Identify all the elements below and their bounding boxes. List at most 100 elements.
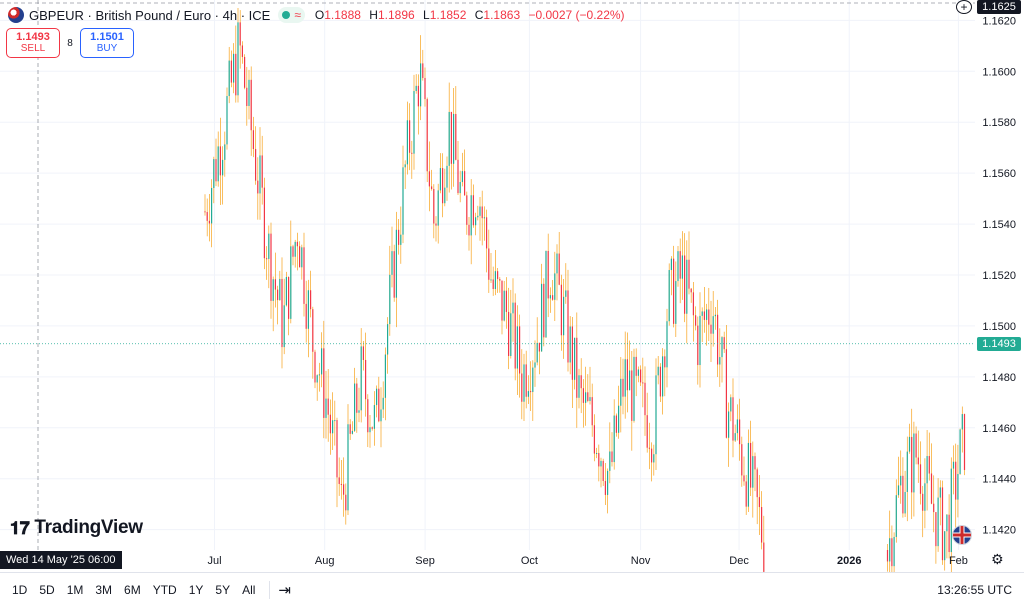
candle-body — [664, 356, 666, 368]
candle-body — [277, 289, 279, 301]
candle-body — [380, 409, 382, 422]
candle-body — [321, 348, 323, 375]
market-status[interactable]: ≈ — [278, 7, 305, 23]
x-tick-label: 2026 — [837, 555, 861, 567]
candle-body — [928, 456, 930, 474]
candle-body — [274, 279, 276, 290]
candle-series — [204, 7, 966, 572]
candle-body — [576, 337, 578, 398]
candle-body — [307, 290, 309, 329]
range-5y[interactable]: 5Y — [215, 583, 231, 597]
candle-body — [963, 414, 966, 470]
candle-body — [514, 302, 516, 369]
candle-body — [437, 190, 439, 226]
candle-body — [719, 357, 721, 365]
candle-body — [915, 433, 917, 458]
crosshair-price-label: 1.1625 — [977, 0, 1021, 14]
candle-body — [294, 241, 296, 257]
tradingview-logo[interactable]: 𝟏𝟕 TradingView — [10, 517, 143, 538]
range-1m[interactable]: 1M — [66, 583, 84, 597]
candle-body — [752, 456, 754, 488]
candle-body — [235, 53, 237, 96]
candle-body — [633, 356, 635, 421]
candle-body — [695, 315, 697, 326]
goto-date-icon[interactable]: ⇥ — [278, 582, 291, 599]
uk-flag-icon[interactable] — [952, 525, 972, 545]
range-1y[interactable]: 1Y — [188, 583, 204, 597]
candle-body — [446, 165, 448, 188]
buy-button[interactable]: 1.1501 BUY — [80, 28, 134, 58]
candle-body — [944, 531, 946, 561]
y-axis-labels: 1.1420 1.1440 1.1460 1.1480 1.1500 1.1520 1.15… — [982, 15, 1016, 536]
candle-body — [409, 120, 411, 153]
candle-body — [642, 382, 644, 384]
candle-body — [750, 442, 752, 488]
candle-body — [736, 419, 738, 434]
candle-body — [248, 79, 250, 106]
candle-body — [593, 425, 595, 454]
candle-body — [543, 283, 545, 338]
candle-body — [653, 454, 655, 463]
candle-body — [554, 273, 556, 300]
candle-body — [378, 388, 380, 422]
price-chart[interactable]: 1.1420 1.1440 1.1460 1.1480 1.1500 1.1520 1.15… — [0, 0, 1024, 572]
candle-body — [389, 274, 391, 325]
candle-body — [935, 512, 937, 547]
candle-body — [499, 278, 501, 281]
candle-body — [523, 364, 525, 402]
candle-body — [950, 468, 952, 553]
candle-body — [895, 495, 897, 537]
x-tick-label: Feb — [949, 555, 968, 567]
range-3m[interactable]: 3M — [95, 583, 113, 597]
candle-body — [356, 383, 358, 413]
candle-body — [717, 314, 719, 365]
candle-body — [613, 415, 615, 463]
candle-body — [547, 250, 549, 299]
candle-body — [503, 290, 505, 321]
candle-body — [349, 424, 351, 434]
candle-body — [563, 296, 565, 336]
candle-body — [481, 206, 483, 219]
crosshair-date-label: Wed 14 May '25 06:00 — [0, 551, 122, 569]
ohlc-values: O1.1888 H1.1896 L1.1852 C1.1863 −0.0027 … — [314, 8, 625, 22]
candle-body — [272, 279, 274, 301]
range-ytd[interactable]: YTD — [152, 583, 177, 597]
candle-body — [732, 397, 734, 441]
candle-body — [607, 470, 609, 495]
gbpeur-flag-icon — [8, 7, 24, 23]
candle-body — [598, 453, 600, 467]
y-tick-label: 1.1440 — [982, 474, 1016, 486]
candle-body — [701, 311, 703, 316]
candle-body — [911, 436, 913, 493]
candle-body — [640, 369, 642, 383]
tv-logo-icon: 𝟏𝟕 — [10, 517, 30, 538]
candle-body — [422, 63, 424, 78]
symbol-legend: GBPEUR · British Pound / Euro · 4h · ICE… — [8, 6, 630, 24]
candle-body — [217, 146, 219, 182]
symbol-title[interactable]: GBPEUR · British Pound / Euro · 4h · ICE — [29, 7, 271, 23]
y-tick-label: 1.1520 — [982, 270, 1016, 282]
candle-body — [549, 295, 551, 299]
candle-body — [323, 348, 325, 418]
candle-body — [351, 430, 353, 434]
y-tick-label: 1.1620 — [982, 15, 1016, 27]
chart-area[interactable]: 1.1420 1.1440 1.1460 1.1480 1.1500 1.1520 1.15… — [0, 0, 1024, 572]
candle-body — [525, 364, 527, 397]
candle-body — [387, 324, 389, 355]
settings-gear-icon[interactable]: ⚙ — [991, 551, 1004, 567]
range-all[interactable]: All — [242, 583, 256, 597]
candle-body — [486, 217, 488, 249]
range-6m[interactable]: 6M — [124, 583, 141, 597]
candle-body — [569, 326, 571, 363]
candle-body — [620, 378, 622, 406]
range-5d[interactable]: 5D — [39, 583, 55, 597]
add-alert-plus-icon[interactable]: + — [956, 0, 972, 14]
candle-body — [367, 399, 369, 433]
sell-button[interactable]: 1.1493 SELL — [6, 28, 60, 58]
candle-body — [402, 167, 404, 235]
candle-body — [532, 367, 534, 392]
candle-body — [338, 477, 340, 484]
range-1d[interactable]: 1D — [12, 583, 28, 597]
candle-body — [651, 448, 653, 463]
utc-clock[interactable]: 13:26:55 UTC — [937, 583, 1012, 597]
